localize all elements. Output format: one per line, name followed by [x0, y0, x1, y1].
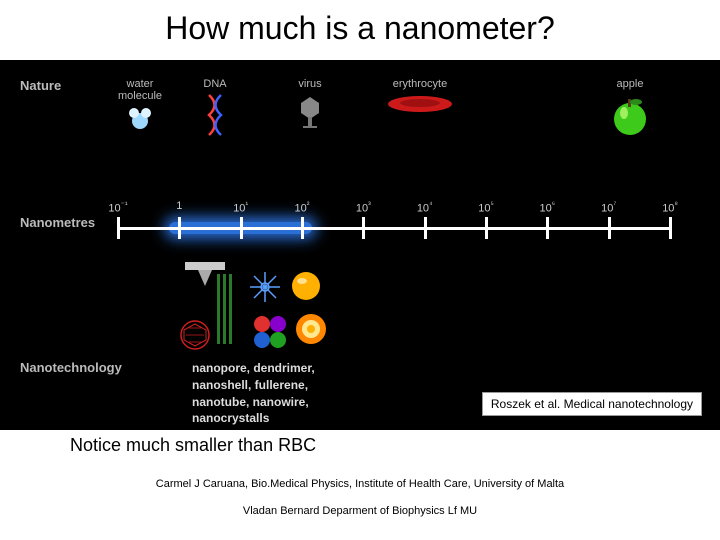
nature-item-dna: DNA	[175, 78, 255, 142]
nature-item-water: watermolecule	[100, 78, 180, 138]
scale-axis	[118, 227, 670, 230]
scale-tick-label: 10⁵	[468, 200, 504, 215]
scale-tick	[240, 217, 243, 239]
scale-diagram: Nature Nanometres Nanotechnology watermo…	[0, 60, 720, 430]
nanometre-scale: 10⁻¹ 1 10¹ 10² 10³ 10⁴ 10⁵ 10⁶ 10⁷ 10⁸	[0, 200, 720, 260]
fullerene-icon	[178, 318, 212, 352]
nanocrystal-cluster-icon	[250, 312, 290, 352]
scale-tick	[117, 217, 120, 239]
scale-tick-label: 10⁷	[591, 200, 627, 215]
nanoshell-icon	[290, 270, 322, 302]
scale-tick	[301, 217, 304, 239]
scale-tick	[362, 217, 365, 239]
nature-item-virus: virus	[270, 78, 350, 134]
scale-tick	[178, 217, 181, 239]
scale-tick-label: 10¹	[223, 200, 259, 215]
scale-tick-label: 10⁴	[407, 200, 443, 215]
scale-tick-label: 10⁸	[652, 200, 688, 215]
scale-tick-label: 10⁻¹	[100, 200, 136, 215]
nature-item-erythrocyte: erythrocyte	[380, 78, 460, 120]
core-shell-icon	[294, 312, 328, 346]
scale-tick-label: 1	[161, 200, 197, 212]
nature-row: watermoleculeDNA virus erythrocyte apple	[0, 78, 720, 158]
scale-tick-label: 10⁶	[529, 200, 565, 215]
scale-tick-label: 10²	[284, 200, 320, 215]
footer-line-2: Vladan Bernard Deparment of Biophysics L…	[0, 505, 720, 517]
attribution-box: Roszek et al. Medical nanotechnology	[482, 392, 702, 416]
slide: How much is a nanometer? Nature Nanometr…	[0, 0, 720, 540]
scale-tick	[669, 217, 672, 239]
dendrimer-icon	[248, 270, 282, 304]
scale-tick-label: 10³	[345, 200, 381, 215]
scale-tick	[546, 217, 549, 239]
scale-tick	[424, 217, 427, 239]
scale-tick	[485, 217, 488, 239]
slide-title: How much is a nanometer?	[0, 10, 720, 47]
nature-item-apple: apple	[590, 78, 670, 142]
scale-tick	[608, 217, 611, 239]
nanotech-list: nanopore, dendrimer,nanoshell, fullerene…	[192, 360, 392, 427]
nanotube-icon	[215, 274, 235, 344]
slide-note: Notice much smaller than RBC	[70, 435, 316, 456]
footer-line-1: Carmel J Caruana, Bio.Medical Physics, I…	[0, 478, 720, 490]
